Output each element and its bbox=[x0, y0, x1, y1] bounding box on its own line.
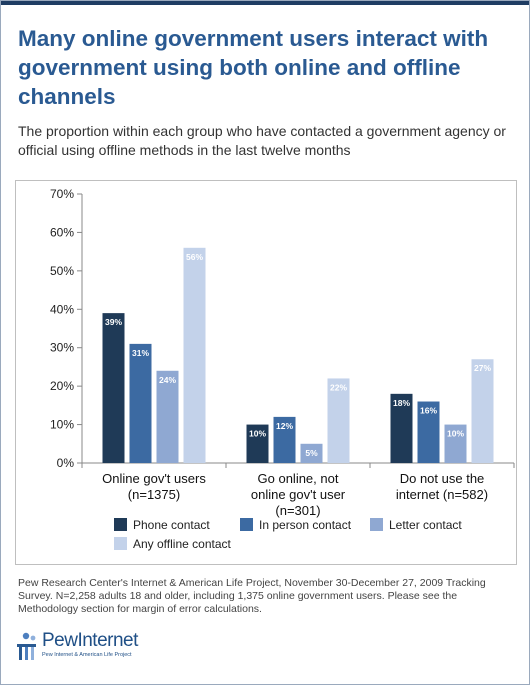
category-label: Go online, not online gov't user (n=301) bbox=[230, 471, 366, 519]
legend-item: Letter contact bbox=[370, 518, 462, 532]
legend-swatch bbox=[240, 518, 253, 531]
category-label-line: (n=301) bbox=[275, 503, 321, 518]
top-accent-bar bbox=[0, 0, 530, 5]
chart-subtitle: The proportion within each group who hav… bbox=[18, 123, 506, 158]
y-tick-label: 70% bbox=[50, 187, 74, 201]
legend-item: Phone contact bbox=[114, 518, 210, 532]
category-label-line: online gov't user bbox=[250, 487, 346, 502]
bar-value-label: 18% bbox=[393, 398, 410, 408]
bar-value-label: 31% bbox=[132, 348, 149, 358]
category-label: Online gov't users (n=1375) bbox=[86, 471, 222, 503]
bar bbox=[390, 393, 413, 463]
category-label-line: Go online, not bbox=[257, 471, 339, 486]
bar-value-label: 56% bbox=[186, 252, 203, 262]
bar-value-label: 10% bbox=[447, 429, 464, 439]
bar bbox=[102, 313, 125, 463]
bar bbox=[417, 401, 440, 463]
source-note: Pew Research Center's Internet & America… bbox=[18, 577, 486, 615]
bar-value-label: 5% bbox=[305, 448, 318, 458]
category-label-line: Online gov't users bbox=[102, 471, 206, 486]
bar bbox=[273, 416, 296, 463]
bar-value-label: 12% bbox=[276, 421, 293, 431]
category-label: Do not use the internet (n=582) bbox=[374, 471, 510, 503]
legend-label: Any offline contact bbox=[133, 537, 231, 551]
legend-swatch bbox=[114, 537, 127, 550]
bar-chart: 0% 10% 20% 30% 40% 50% 60% 70% 39% 10% 18% 31% 12% 16… bbox=[50, 187, 515, 470]
bar bbox=[246, 424, 269, 463]
bar-value-label: 39% bbox=[105, 317, 122, 327]
logo-tagline: Pew Internet & American Life Project bbox=[42, 652, 132, 658]
bar bbox=[300, 443, 323, 463]
chart-area: 0% 10% 20% 30% 40% 50% 60% 70% 39% 10% 18% 31% 12% 16… bbox=[15, 180, 517, 565]
bar-value-label: 10% bbox=[249, 429, 266, 439]
legend-label: Phone contact bbox=[133, 518, 210, 532]
bar bbox=[129, 343, 152, 463]
y-tick-label: 40% bbox=[50, 302, 74, 316]
y-tick-label: 0% bbox=[57, 456, 75, 470]
chart-title: Many online government users interact wi… bbox=[18, 26, 489, 109]
bar-value-label: 24% bbox=[159, 375, 176, 385]
legend-swatch bbox=[370, 518, 383, 531]
category-label-line: internet (n=582) bbox=[395, 487, 489, 502]
y-tick-label: 60% bbox=[50, 225, 74, 239]
bar bbox=[471, 359, 494, 463]
legend-item: In person contact bbox=[240, 518, 351, 532]
legend-item: Any offline contact bbox=[114, 537, 231, 551]
category-label-line: (n=1375) bbox=[127, 487, 181, 502]
y-tick-label: 30% bbox=[50, 341, 74, 355]
legend-label: Letter contact bbox=[389, 518, 462, 532]
legend-swatch bbox=[114, 518, 127, 531]
logo-mark-icon bbox=[17, 632, 36, 660]
y-tick-label: 50% bbox=[50, 264, 74, 278]
logo-wordmark: PewInternet bbox=[42, 630, 138, 651]
pew-internet-logo: PewInternet Pew Internet & American Life… bbox=[14, 630, 214, 670]
bar bbox=[444, 424, 467, 463]
bar-value-label: 27% bbox=[474, 363, 491, 373]
y-tick-label: 20% bbox=[50, 379, 74, 393]
bar bbox=[183, 247, 206, 463]
bar-value-label: 22% bbox=[330, 382, 347, 392]
bar bbox=[327, 378, 350, 463]
category-label-line: Do not use the bbox=[399, 471, 485, 486]
legend-label: In person contact bbox=[259, 518, 352, 532]
bar bbox=[156, 370, 179, 463]
y-tick-label: 10% bbox=[50, 418, 74, 432]
bar-value-label: 16% bbox=[420, 406, 437, 416]
